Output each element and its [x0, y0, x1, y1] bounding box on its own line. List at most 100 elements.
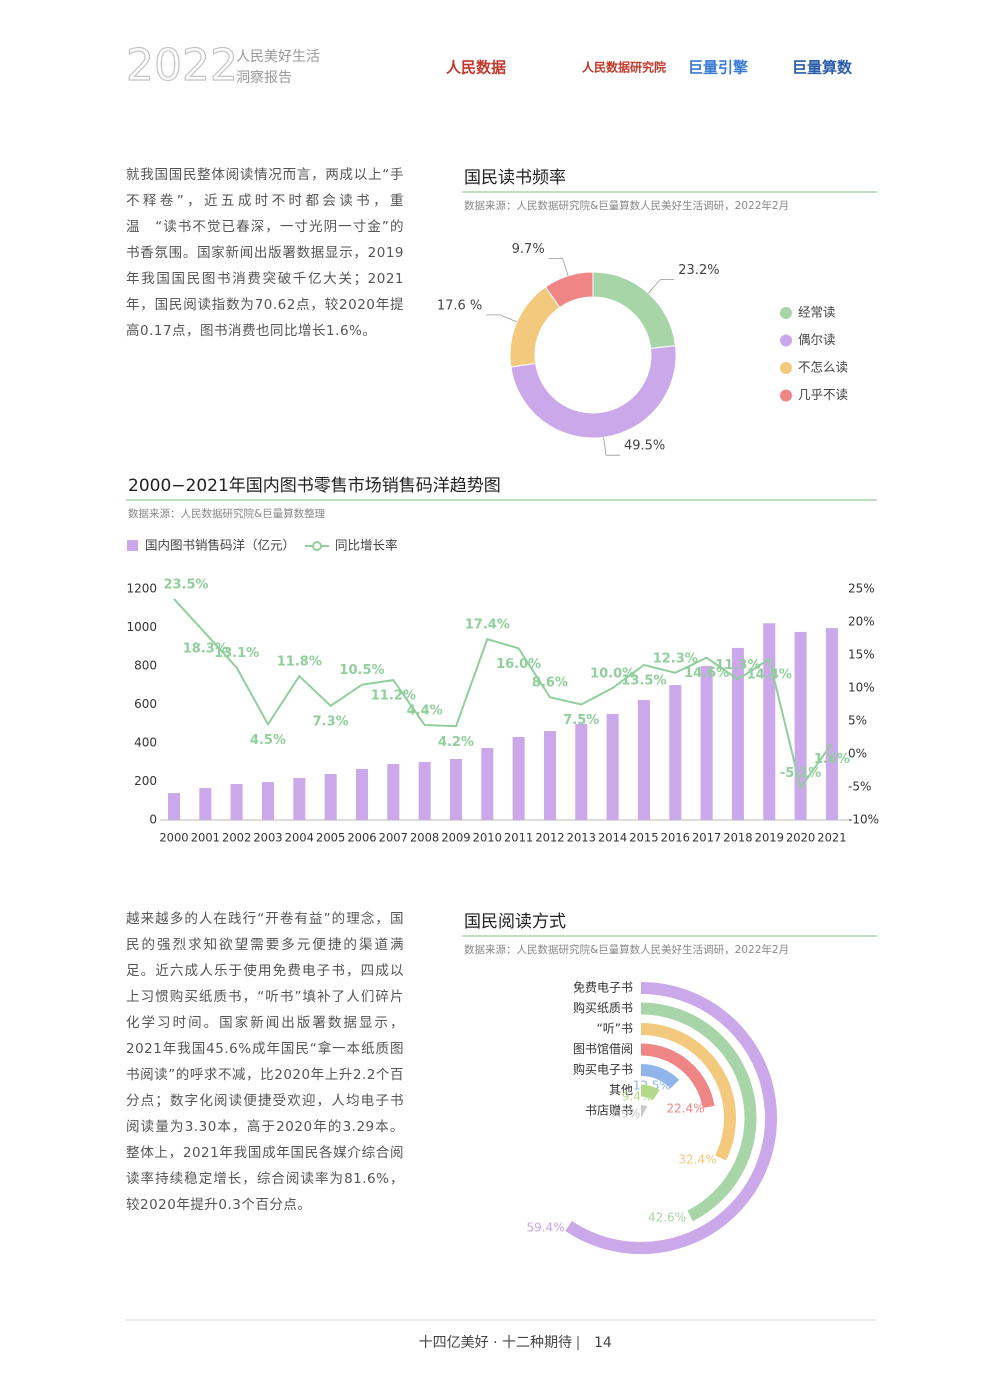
- data-label: 14.6%: [684, 666, 729, 681]
- donut-segment: [592, 271, 677, 350]
- category-label: 购买电子书: [573, 1062, 633, 1077]
- data-label: 10.5%: [339, 663, 384, 678]
- y2-tick-label: 0%: [848, 747, 867, 761]
- logo: 人民数据: [446, 59, 506, 77]
- bar: [731, 647, 744, 820]
- bar: [230, 784, 243, 820]
- radial-bar: [565, 982, 777, 1254]
- y-tick-label: 0: [149, 813, 157, 827]
- bar: [669, 685, 682, 820]
- x-tick-label: 2011: [504, 831, 533, 845]
- bar: [387, 763, 400, 820]
- y2-tick-label: -5%: [848, 780, 871, 794]
- radial-bar: [640, 1084, 660, 1101]
- bar: [825, 628, 838, 820]
- y-tick-label: 600: [134, 697, 157, 711]
- y-tick-label: 200: [134, 774, 157, 788]
- bar: [575, 723, 588, 820]
- legend-marker: [312, 541, 322, 551]
- chart-source: 数据来源：人民数据研究院&巨量算数人民美好生活调研，2022年2月: [464, 943, 789, 956]
- paragraph: 就我国国民整体阅读情况而言，两成以上“手不释卷”，近五成时不时都会读书，重温 “…: [126, 167, 404, 339]
- radial-bar: [640, 1043, 715, 1109]
- bar: [512, 737, 525, 820]
- y2-tick-label: 20%: [848, 615, 875, 629]
- y2-tick-label: -10%: [848, 813, 879, 827]
- x-tick-label: 2021: [817, 831, 846, 845]
- y-tick-label: 800: [134, 659, 157, 673]
- logo: 人民数据研究院: [582, 60, 666, 75]
- data-label: 11.8%: [277, 655, 322, 670]
- bar: [794, 631, 807, 820]
- bar: [261, 782, 274, 820]
- data-label: 23.2%: [678, 263, 719, 278]
- legend-swatch: [780, 334, 792, 347]
- footer-slogan: 十四亿美好 · 十二种期待: [419, 1335, 572, 1351]
- category-label: “听”书: [597, 1022, 633, 1036]
- data-label: 59.4%: [526, 1220, 564, 1234]
- data-label: 14.4%: [747, 667, 792, 682]
- x-tick-label: 2001: [191, 831, 220, 845]
- data-label: 4.5%: [250, 733, 286, 748]
- report-title: 洞察报告: [236, 69, 292, 86]
- x-tick-label: 2014: [598, 831, 627, 845]
- line-series: [173, 598, 833, 791]
- chart-title: 2000−2021年国内图书零售市场销售码洋趋势图: [128, 476, 501, 496]
- chart-title: 国民阅读方式: [464, 912, 566, 932]
- bar: [481, 748, 494, 820]
- x-tick-label: 2009: [441, 831, 470, 845]
- x-tick-label: 2002: [222, 831, 251, 845]
- x-tick-label: 2016: [661, 831, 690, 845]
- logo: 巨量引擎: [688, 59, 748, 77]
- y2-tick-label: 25%: [848, 582, 875, 596]
- donut-segment: [510, 345, 677, 439]
- data-label: 10.0%: [590, 667, 635, 682]
- bar: [763, 623, 776, 820]
- y2-tick-label: 15%: [848, 648, 875, 662]
- legend-swatch: [127, 540, 138, 551]
- y-tick-label: 1200: [126, 582, 157, 596]
- bar: [168, 793, 180, 820]
- category-label: 免费电子书: [573, 980, 633, 995]
- x-tick-label: 2005: [316, 831, 345, 845]
- bar: [700, 666, 713, 820]
- data-label: 17.4%: [465, 618, 510, 633]
- radial-bar: [640, 1064, 680, 1089]
- paragraph: 越来越多的人在践行“开卷有益”的理念，国民的强烈求知欲望需要多元便捷的渠道满足。…: [126, 911, 404, 1213]
- data-label: 1.6%: [814, 752, 850, 767]
- bar: [449, 758, 462, 820]
- x-tick-label: 2007: [379, 831, 408, 845]
- chart-source: 数据来源：人民数据研究院&巨量算数人民美好生活调研，2022年2月: [464, 199, 789, 212]
- radial-bar: [640, 1023, 736, 1161]
- legend-swatch: [780, 362, 792, 374]
- leader-line: [486, 314, 517, 323]
- category-label: 购买纸质书: [573, 1000, 633, 1015]
- data-label: -5.1%: [780, 766, 821, 781]
- x-tick-label: 2013: [567, 831, 596, 845]
- category-label: 图书馆借阅: [573, 1041, 633, 1056]
- data-label: 22.4%: [666, 1101, 704, 1115]
- bar: [355, 768, 368, 820]
- radial-bar: [640, 1104, 648, 1118]
- data-label: 7.3%: [313, 714, 349, 729]
- y-tick-label: 1000: [126, 620, 157, 634]
- report-title: 人民美好生活: [236, 49, 320, 65]
- data-label: 4.2%: [438, 735, 474, 750]
- bar: [418, 762, 431, 820]
- leader-line: [647, 279, 675, 294]
- data-label: 12.3%: [653, 651, 698, 666]
- data-label: 17.6 %: [437, 298, 482, 313]
- data-label: 32.4%: [678, 1152, 716, 1166]
- data-label: 7.5%: [563, 713, 599, 728]
- bar: [637, 700, 650, 820]
- donut-segment: [544, 271, 594, 309]
- x-tick-label: 2018: [723, 831, 752, 845]
- category-label: 书店赠书: [585, 1104, 633, 1118]
- legend-label: 国内图书销售码洋（亿元）: [145, 538, 295, 553]
- x-tick-label: 2019: [755, 831, 784, 845]
- y-tick-label: 400: [134, 736, 157, 750]
- data-label: 18.3%: [183, 642, 228, 657]
- data-label: 7.9%: [610, 1106, 641, 1120]
- data-label: 11.2%: [371, 689, 416, 704]
